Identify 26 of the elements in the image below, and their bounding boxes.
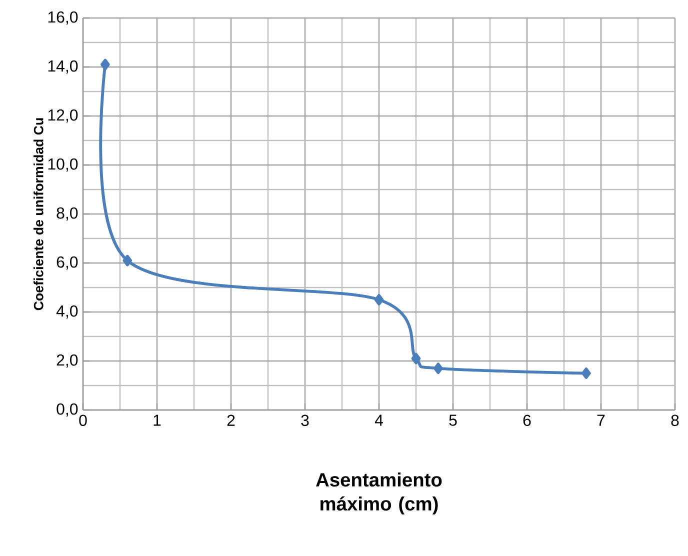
y-tick-label: 12,0	[48, 109, 78, 123]
point	[434, 362, 443, 374]
y-tick-label: 2,0	[56, 354, 78, 368]
y-tick-label: 10,0	[48, 158, 78, 172]
y-tick-label: 6,0	[56, 256, 78, 270]
x-tick-label: 2	[227, 414, 235, 426]
x-tick-label: 8	[671, 414, 679, 426]
x-tick-label: 4	[374, 414, 383, 426]
y-tick-label: 4,0	[56, 305, 78, 319]
y-axis-title: Coeficiente de uniformidad Cu	[34, 118, 44, 310]
y-tick-label: 16,0	[48, 11, 78, 25]
point	[374, 294, 384, 306]
y-tick-label: 8,0	[56, 207, 78, 221]
y-tick-label: 14,0	[48, 60, 78, 74]
x-tick-label: 5	[449, 414, 457, 426]
point	[411, 352, 421, 364]
x-tick-label: 0	[79, 414, 87, 426]
point	[100, 58, 110, 70]
point	[582, 368, 591, 379]
x-tick-label: 3	[301, 414, 309, 426]
y-tick-label: 0,0	[56, 403, 78, 417]
x-tick-label: 1	[154, 414, 161, 426]
x-axis-title: Asentamiento máximo (cm)	[316, 472, 442, 514]
x-tick-label: 7	[597, 414, 605, 426]
point	[122, 254, 132, 266]
x-tick-label: 6	[523, 414, 531, 426]
